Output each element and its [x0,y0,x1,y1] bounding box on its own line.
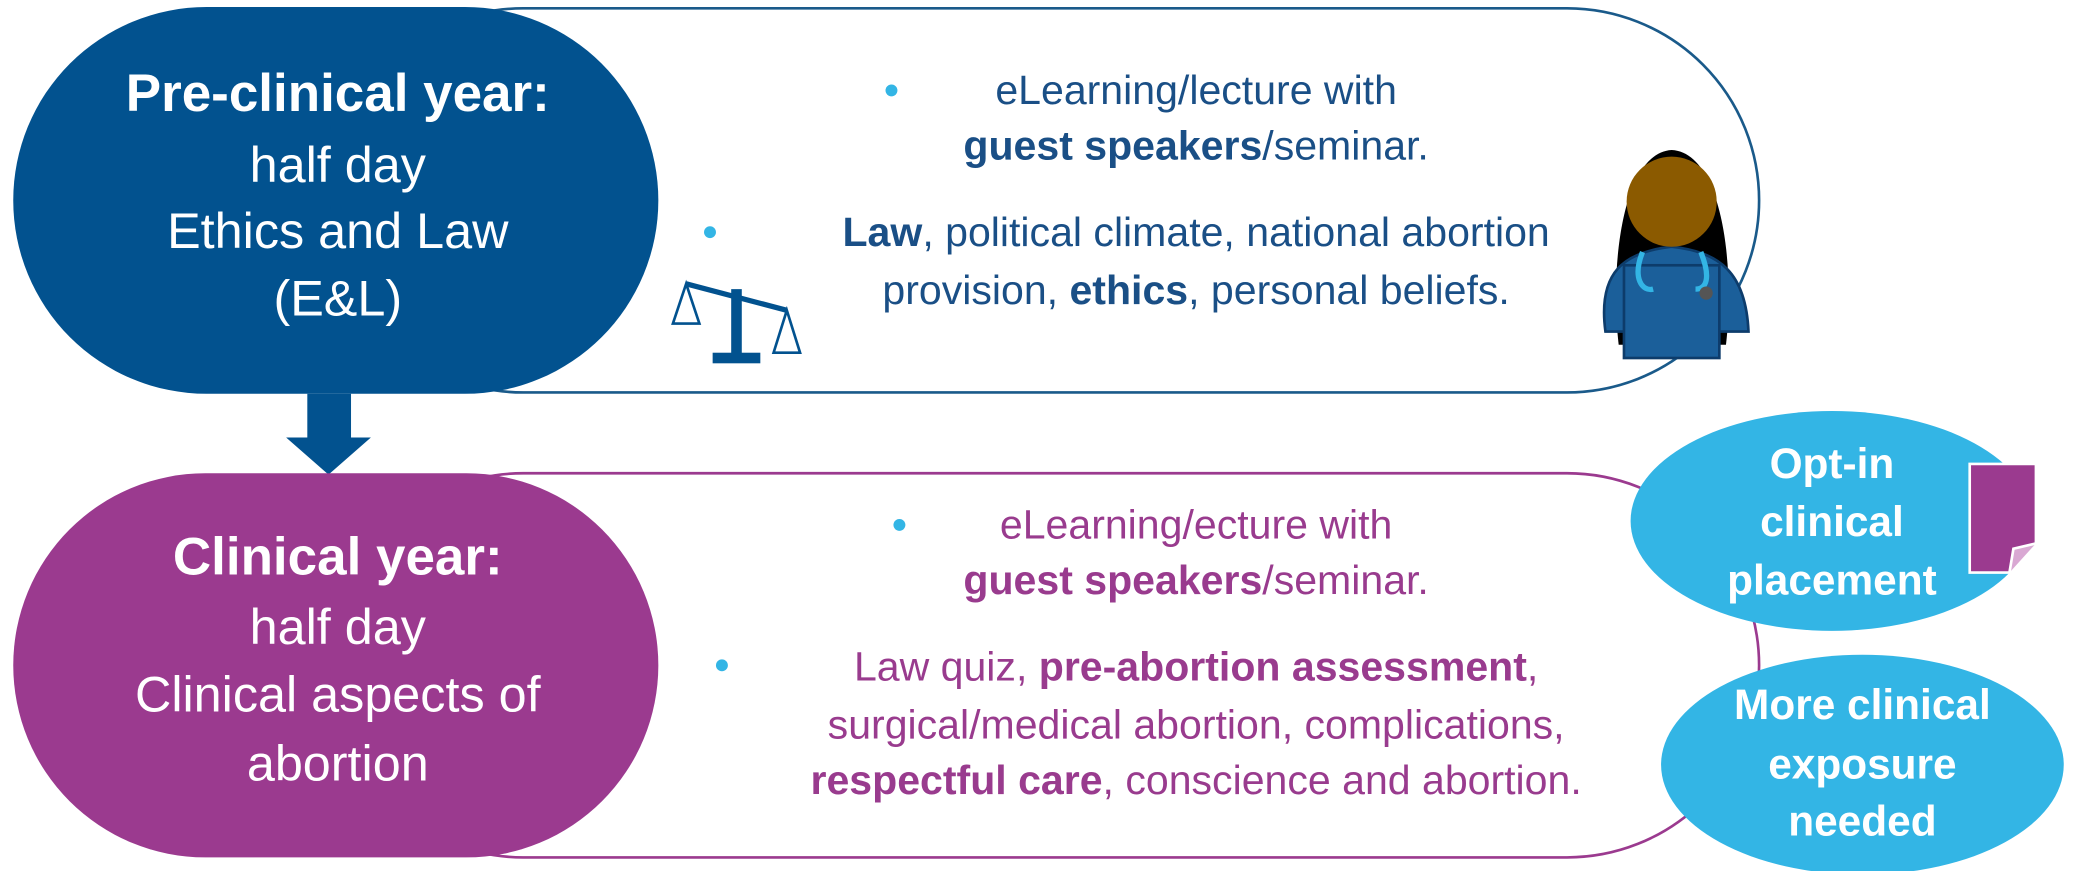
bullet-line: Law, political climate, national abortio… [842,209,1549,255]
stage-line: Clinical aspects of [135,666,542,723]
text-segment: eLearning/ecture with [1000,501,1392,547]
text-segment: , political climate, national abortion [922,209,1549,255]
outcome-line: Opt-in [1770,440,1895,487]
bullet-line: surgical/medical abortion, complications… [828,701,1565,747]
text-segment: Law [842,209,922,255]
bullet-line: guest speakers/seminar. [963,557,1428,603]
note-icon [1970,464,2036,573]
text-segment: , conscience and abortion. [1103,757,1582,803]
bullet-dot [893,519,905,531]
text-segment: surgical/medical abortion, complications… [828,701,1565,747]
stage-line: Ethics and Law [167,202,509,259]
text-segment: provision, [882,267,1069,313]
bullet-dot [704,226,716,238]
outcome-line: exposure [1768,741,1956,788]
text-segment: ethics [1069,267,1188,313]
text-segment: , [1527,643,1538,689]
diagram: Pre-clinical year: half day Ethics and Law… [0,0,2077,871]
bullet-line: guest speakers/seminar. [963,123,1428,169]
stage-line: half day [250,136,427,193]
bullet-line: eLearning/ecture with [1000,501,1392,547]
outcome-line: needed [1788,797,1936,844]
bullet-line: Law quiz, pre-abortion assessment, [854,643,1538,689]
outcome-line: More clinical [1734,681,1991,728]
text-segment: /seminar. [1262,123,1429,169]
stage-title: Pre-clinical year: [126,64,550,123]
stage-line: half day [250,598,427,655]
text-segment: guest speakers [963,557,1262,603]
outcome-line: placement [1727,556,1937,603]
page: {"stages": [ {"title": "Pre-clinical yea… [0,0,2077,871]
bullet-line: respectful care, conscience and abortion… [811,757,1582,803]
text-segment: eLearning/lecture with [995,67,1397,113]
text-segment: , personal beliefs. [1188,267,1510,313]
text-segment: /seminar. [1262,557,1429,603]
text-segment: pre-abortion assessment [1039,643,1527,689]
outcome-line: clinical [1760,498,1904,545]
text-segment: guest speakers [963,123,1262,169]
stage-line: abortion [247,735,429,792]
stage-title: Clinical year: [173,528,503,587]
bullet-line: provision, ethics, personal beliefs. [882,267,1509,313]
bullet-line: eLearning/lecture with [995,67,1397,113]
text-segment: respectful care [811,757,1103,803]
bullet-dot [886,84,898,96]
text-segment: Law quiz, [854,643,1039,689]
stage-line: (E&L) [273,270,402,327]
arrow [286,394,371,475]
bullet-dot [716,659,728,671]
